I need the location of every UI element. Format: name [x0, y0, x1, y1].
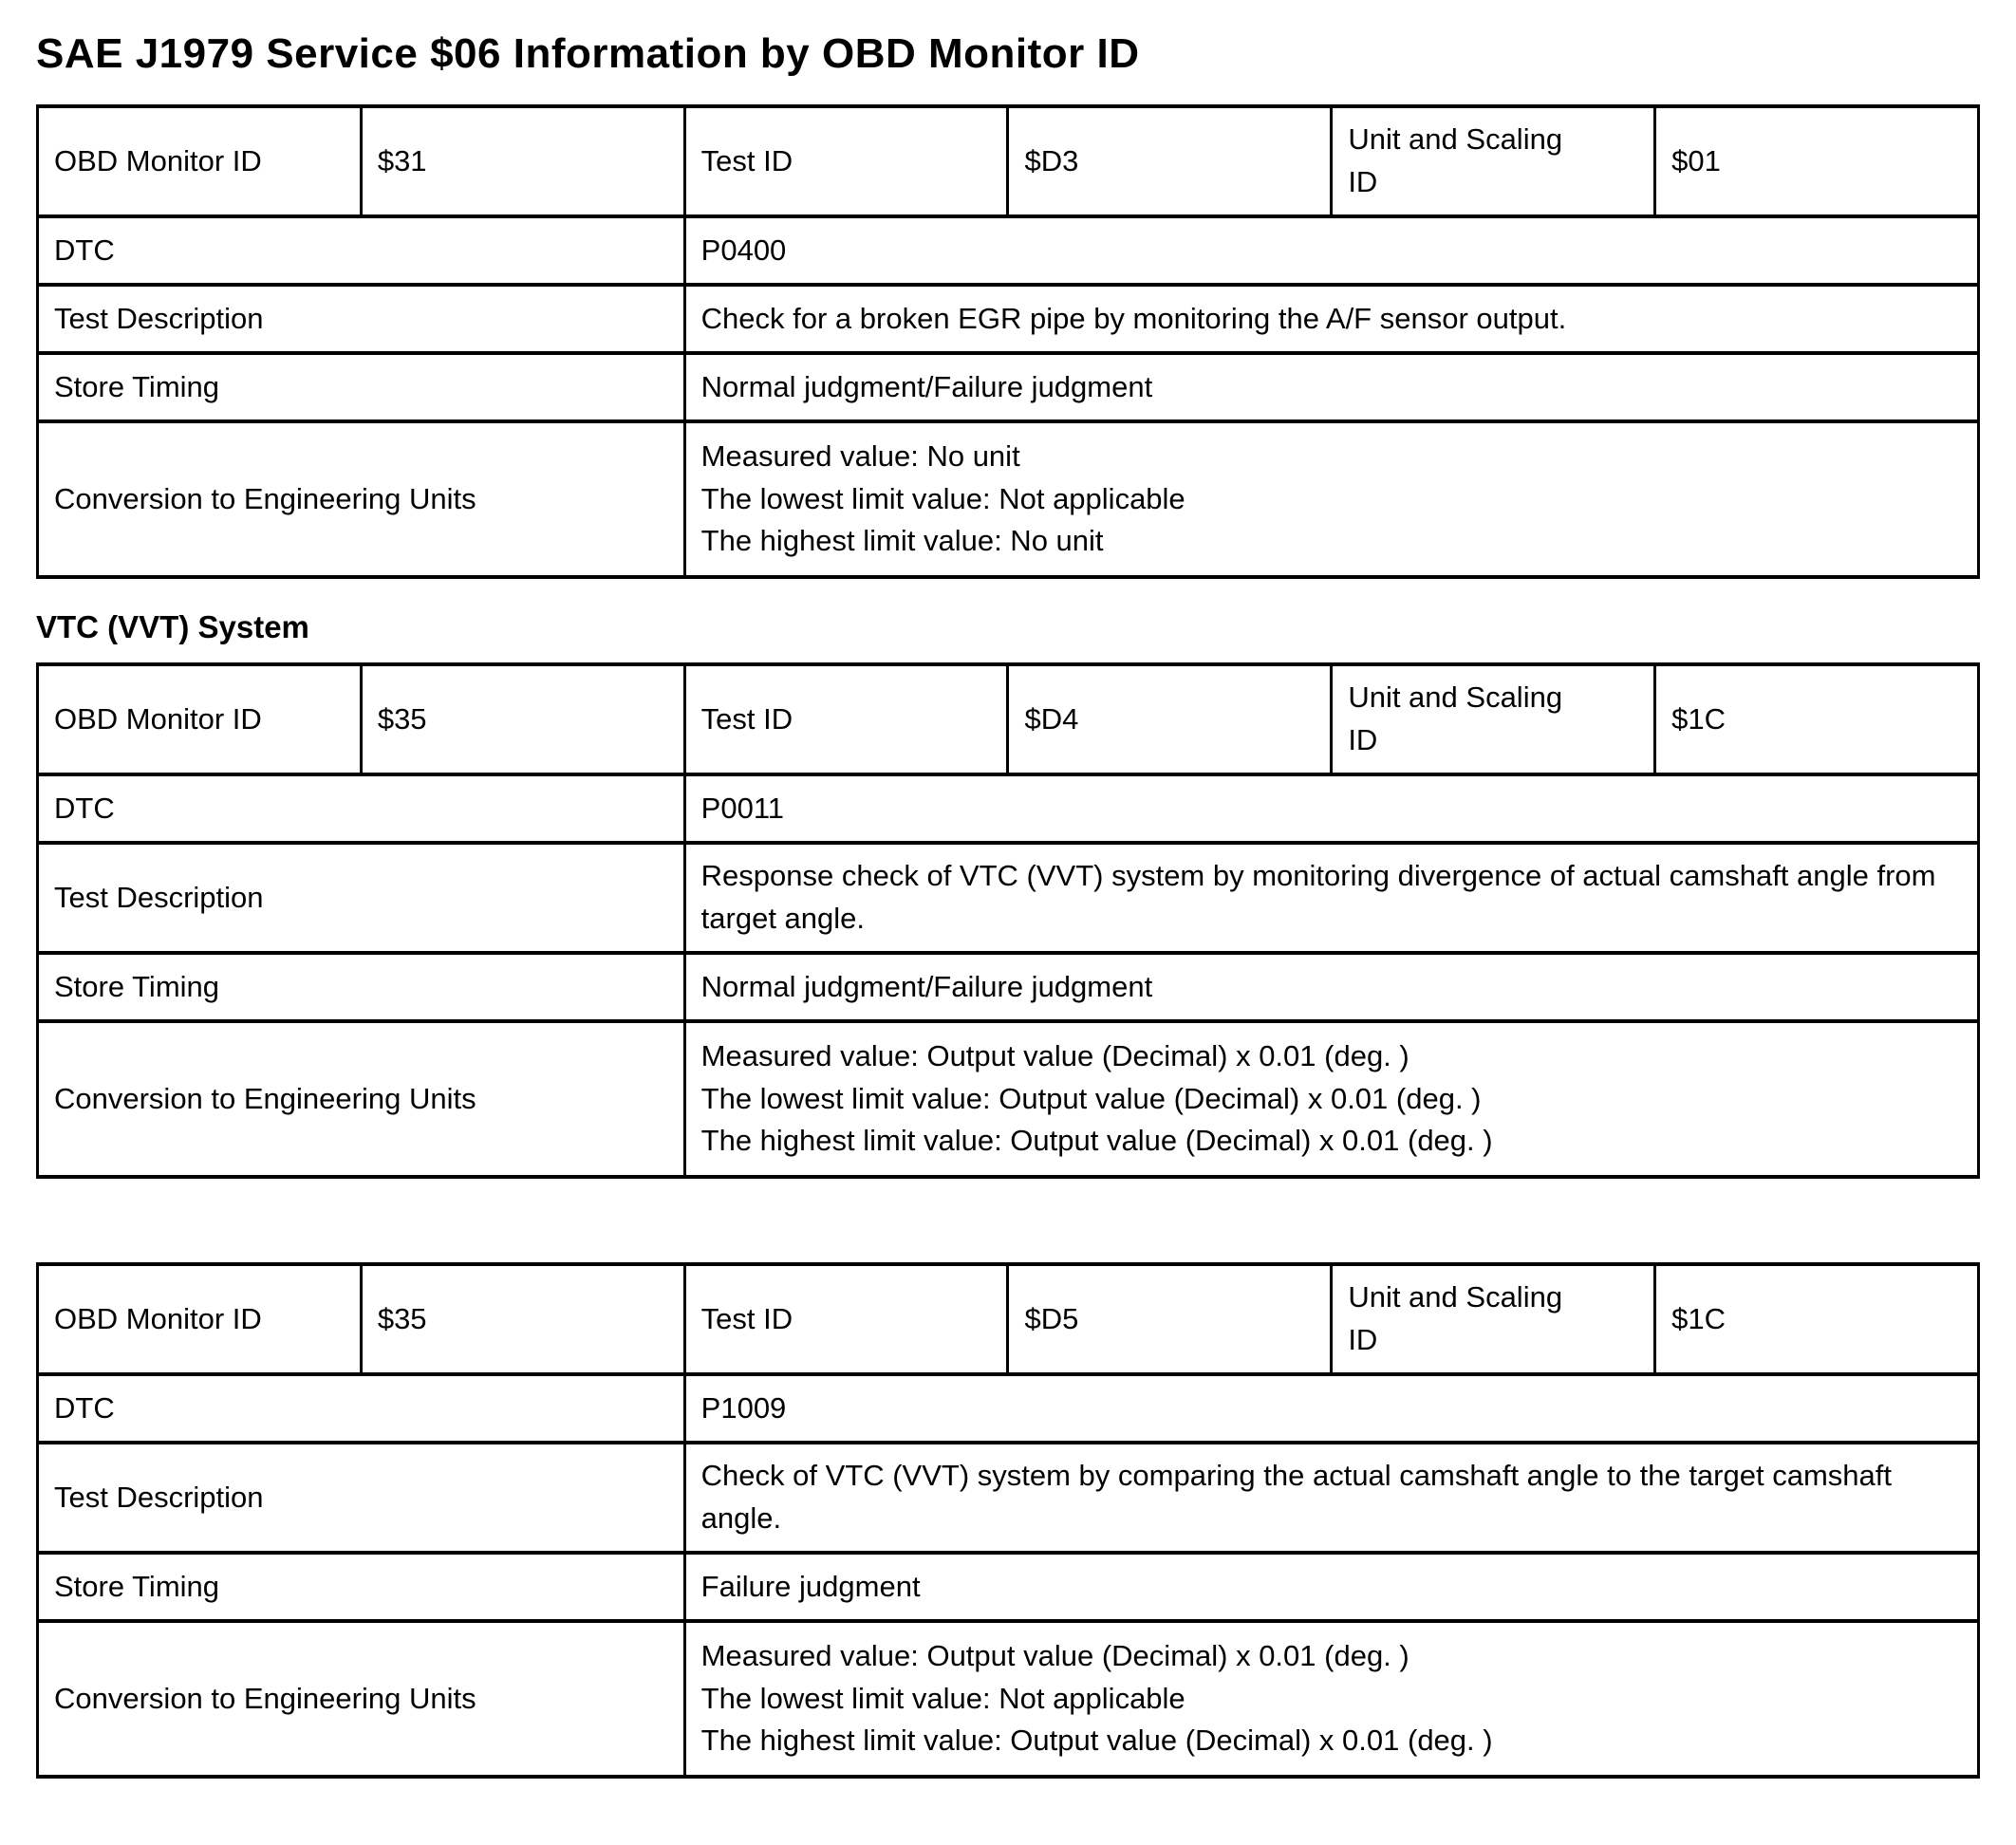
table-row: Test Description Check for a broken EGR … [36, 283, 1981, 355]
unit-scaling-id-label: Unit and Scaling ID [1330, 662, 1657, 776]
conversion-label: Conversion to Engineering Units [36, 1619, 686, 1779]
conversion-line-highest: The highest limit value: Output value (D… [700, 1724, 1493, 1758]
conversion-line-measured: Measured value: No unit [700, 438, 1020, 473]
conversion-line-lowest: The lowest limit value: Not applicable [700, 1681, 1185, 1715]
test-id-label: Test ID [682, 662, 1010, 776]
obd-monitor-id-label: OBD Monitor ID [36, 104, 363, 218]
test-id-value: $D4 [1006, 662, 1334, 776]
unit-scaling-id-label-text: Unit and Scaling ID [1348, 122, 1563, 198]
conversion-line-highest: The highest limit value: No unit [700, 524, 1104, 558]
obd-monitor-id-label: OBD Monitor ID [36, 662, 363, 776]
table-row: Store Timing Normal judgment/Failure jud… [36, 351, 1981, 423]
page-title: SAE J1979 Service $06 Information by OBD… [36, 30, 1140, 77]
conversion-line-measured: Measured value: Output value (Decimal) x… [700, 1638, 1409, 1672]
store-timing-value: Normal judgment/Failure judgment [682, 951, 1981, 1023]
dtc-value: P1009 [682, 1372, 1981, 1444]
test-description-value: Check of VTC (VVT) system by comparing t… [682, 1441, 1981, 1555]
test-description-label: Test Description [36, 841, 686, 955]
conversion-value: Measured value: Output value (Decimal) x… [682, 1019, 1981, 1179]
table-row: DTC P0400 [36, 214, 1981, 287]
obd-monitor-table-2: OBD Monitor ID $35 Test ID $D4 Unit and … [36, 662, 1981, 1179]
obd-monitor-table-3: OBD Monitor ID $35 Test ID $D5 Unit and … [36, 1262, 1981, 1779]
section-heading-vtc-vvt-system: VTC (VVT) System [36, 609, 309, 644]
dtc-value: P0011 [682, 773, 1981, 845]
table-row: OBD Monitor ID $31 Test ID $D3 Unit and … [36, 104, 1980, 218]
table-row: Store Timing Failure judgment [36, 1551, 1981, 1623]
test-id-label: Test ID [682, 104, 1010, 218]
table-row: Test Description Check of VTC (VVT) syst… [36, 1441, 1981, 1555]
table-row: Test Description Response check of VTC (… [36, 841, 1981, 955]
conversion-line-highest: The highest limit value: Output value (D… [700, 1124, 1493, 1158]
unit-scaling-id-label: Unit and Scaling ID [1330, 1262, 1657, 1376]
unit-scaling-id-label: Unit and Scaling ID [1330, 104, 1657, 218]
test-description-label: Test Description [36, 283, 686, 355]
table-gap [36, 1179, 1980, 1262]
test-description-value: Check for a broken EGR pipe by monitorin… [682, 283, 1981, 355]
table-row: Store Timing Normal judgment/Failure jud… [36, 951, 1981, 1023]
conversion-line-lowest: The lowest limit value: Output value (De… [700, 1081, 1482, 1115]
dtc-label: DTC [36, 773, 686, 845]
store-timing-label: Store Timing [36, 951, 686, 1023]
dtc-label: DTC [36, 1372, 686, 1444]
conversion-line-measured: Measured value: Output value (Decimal) x… [700, 1038, 1409, 1072]
table-row: OBD Monitor ID $35 Test ID $D4 Unit and … [36, 662, 1980, 776]
test-description-value: Response check of VTC (VVT) system by mo… [682, 841, 1981, 955]
test-id-value: $D5 [1006, 1262, 1334, 1376]
obd-monitor-id-value: $35 [359, 1262, 686, 1376]
unit-scaling-id-label-text: Unit and Scaling ID [1348, 1280, 1563, 1356]
conversion-value: Measured value: No unit The lowest limit… [682, 419, 1981, 579]
test-description-label: Test Description [36, 1441, 686, 1555]
test-id-value: $D3 [1006, 104, 1334, 218]
table-row: DTC P1009 [36, 1372, 1981, 1444]
table-row: Conversion to Engineering Units Measured… [36, 419, 1981, 579]
conversion-line-lowest: The lowest limit value: Not applicable [700, 481, 1185, 515]
unit-scaling-id-value: $1C [1653, 662, 1980, 776]
obd-monitor-id-label: OBD Monitor ID [36, 1262, 363, 1376]
conversion-label: Conversion to Engineering Units [36, 419, 686, 579]
table-row: Conversion to Engineering Units Measured… [36, 1019, 1981, 1179]
unit-scaling-id-value: $01 [1653, 104, 1980, 218]
conversion-label: Conversion to Engineering Units [36, 1019, 686, 1179]
store-timing-value: Failure judgment [682, 1551, 1981, 1623]
obd-monitor-table-1: OBD Monitor ID $31 Test ID $D3 Unit and … [36, 104, 1981, 579]
obd-monitor-id-value: $31 [359, 104, 686, 218]
table-row: OBD Monitor ID $35 Test ID $D5 Unit and … [36, 1262, 1980, 1376]
conversion-value: Measured value: Output value (Decimal) x… [682, 1619, 1981, 1779]
unit-scaling-id-value: $1C [1653, 1262, 1980, 1376]
table-row: DTC P0011 [36, 773, 1981, 845]
obd-monitor-id-value: $35 [359, 662, 686, 776]
store-timing-label: Store Timing [36, 351, 686, 423]
table-row: Conversion to Engineering Units Measured… [36, 1619, 1981, 1779]
dtc-value: P0400 [682, 214, 1981, 287]
store-timing-label: Store Timing [36, 1551, 686, 1623]
unit-scaling-id-label-text: Unit and Scaling ID [1348, 680, 1563, 756]
test-id-label: Test ID [682, 1262, 1010, 1376]
store-timing-value: Normal judgment/Failure judgment [682, 351, 1981, 423]
dtc-label: DTC [36, 214, 686, 287]
